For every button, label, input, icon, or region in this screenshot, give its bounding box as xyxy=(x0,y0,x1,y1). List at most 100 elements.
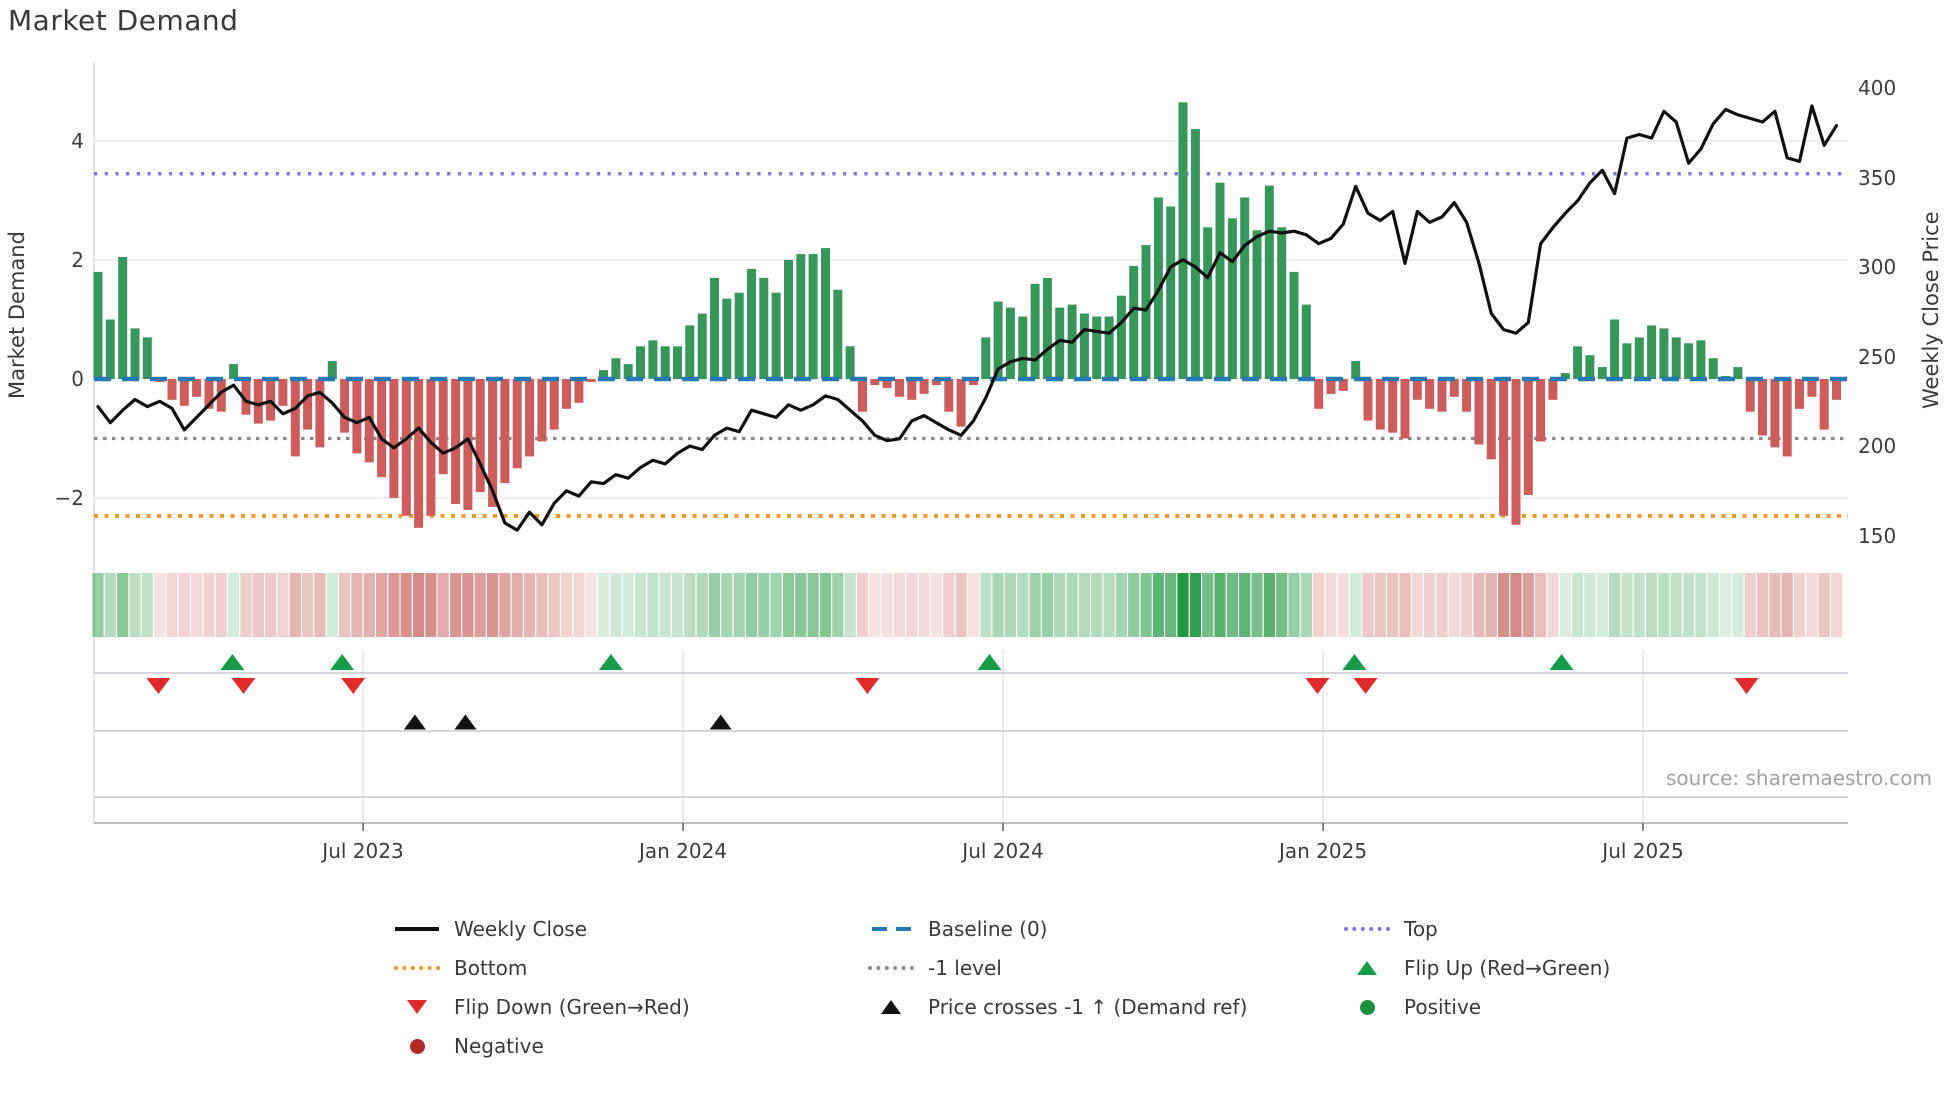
demand-bar xyxy=(1178,102,1188,380)
demand-bar xyxy=(1116,295,1126,379)
heatmap-cell xyxy=(1621,573,1633,637)
heatmap-cell xyxy=(684,573,696,637)
demand-bar xyxy=(1745,379,1755,412)
demand-bar xyxy=(229,364,239,379)
demand-bar xyxy=(1499,379,1509,516)
heatmap-cell xyxy=(1633,573,1645,637)
heatmap-cell xyxy=(930,573,942,637)
heatmap-cell xyxy=(339,573,351,637)
flip-down-marker-icon xyxy=(1734,678,1759,694)
heatmap-cell xyxy=(832,573,844,637)
heatmap-cell xyxy=(1510,573,1522,637)
demand-bar xyxy=(130,328,140,379)
demand-bar xyxy=(1708,358,1718,379)
heatmap-cell xyxy=(844,573,856,637)
heatmap-cell xyxy=(178,573,190,637)
heatmap-cell xyxy=(1596,573,1608,637)
demand-bar xyxy=(105,319,115,379)
demand-bar xyxy=(968,379,978,385)
heatmap-cell xyxy=(203,573,215,637)
heatmap-cell xyxy=(659,573,671,637)
heatmap-cell xyxy=(511,573,523,637)
heatmap-cell xyxy=(610,573,622,637)
heatmap-cell xyxy=(1313,573,1325,637)
demand-bar xyxy=(1622,343,1632,379)
demand-bar xyxy=(278,379,288,406)
demand-bar xyxy=(796,254,806,380)
heatmap-cell xyxy=(1276,573,1288,637)
demand-bar xyxy=(1560,373,1570,380)
heatmap-cell xyxy=(277,573,289,637)
heatmap-cell xyxy=(918,573,930,637)
y-right-tick-label: 250 xyxy=(1858,345,1897,369)
demand-bar xyxy=(488,379,498,507)
flip-down-marker-icon xyxy=(1305,678,1330,694)
heatmap-cell xyxy=(1263,573,1275,637)
heatmap-cell xyxy=(634,573,647,637)
demand-bar xyxy=(1277,227,1287,379)
legend-item-bottom: Bottom xyxy=(392,956,866,980)
demand-bar xyxy=(1412,379,1422,400)
flip-down-marker-icon xyxy=(1353,678,1378,694)
flip-down-marker-icon xyxy=(341,678,366,694)
heatmap-cell xyxy=(1461,573,1473,637)
heatmap-cell xyxy=(215,573,227,637)
heatmap-cell xyxy=(1115,573,1127,637)
heatmap-cell xyxy=(782,573,795,637)
heatmap-cell xyxy=(1054,573,1066,637)
demand-bar xyxy=(1314,379,1324,409)
heatmap-cell xyxy=(1239,573,1251,637)
legend-item-flip-down: Flip Down (Green→Red) xyxy=(392,995,866,1019)
weekly-close-line-swatch-icon xyxy=(392,918,442,940)
y-axis-label-left: Market Demand xyxy=(5,231,29,399)
heatmap-cell xyxy=(129,573,141,637)
flip-down-marker-icon xyxy=(855,678,880,694)
demand-bar xyxy=(623,364,633,379)
heatmap-cell xyxy=(1806,573,1818,637)
heatmap-cell xyxy=(302,573,314,637)
demand-bar xyxy=(1782,379,1792,457)
heatmap-cell xyxy=(1325,573,1337,637)
negative-dot-icon xyxy=(392,1035,442,1057)
demand-bar xyxy=(648,340,658,379)
demand-bar xyxy=(1166,206,1176,379)
y-right-tick-label: 200 xyxy=(1858,434,1897,458)
demand-bar xyxy=(1696,340,1706,379)
price-cross-marker-icon xyxy=(403,714,426,730)
heatmap-cell xyxy=(413,573,425,637)
heatmap-cell xyxy=(1793,573,1806,637)
demand-bar xyxy=(882,379,892,388)
demand-bar xyxy=(1486,379,1496,460)
chart-title: Market Demand xyxy=(8,4,239,37)
demand-bar xyxy=(931,379,941,385)
demand-bar xyxy=(895,379,904,397)
demand-bar xyxy=(525,379,534,457)
demand-bar xyxy=(241,379,251,415)
flip-up-triangle-icon xyxy=(1342,957,1392,979)
demand-bar xyxy=(463,379,473,510)
demand-bar xyxy=(1388,379,1398,433)
y-right-tick-label: 300 xyxy=(1858,255,1897,279)
price-cross-marker-icon xyxy=(454,714,477,730)
heatmap-cell xyxy=(1584,573,1596,637)
heatmap-cell xyxy=(1128,573,1140,637)
demand-bar xyxy=(1264,185,1274,379)
heatmap-cell xyxy=(1781,573,1793,637)
demand-bar xyxy=(1573,346,1583,379)
heatmap-cell xyxy=(671,573,684,637)
demand-bar xyxy=(192,379,202,397)
flip-up-marker-icon xyxy=(598,654,623,670)
demand-bar xyxy=(821,248,830,379)
heatmap-cell xyxy=(1152,573,1164,637)
heatmap-cell xyxy=(536,573,548,637)
demand-bar xyxy=(1437,379,1447,412)
heatmap-cell xyxy=(1387,573,1399,637)
demand-bar xyxy=(611,358,621,379)
heatmap-cell xyxy=(696,573,708,637)
demand-bar xyxy=(759,277,769,379)
demand-bar xyxy=(845,346,855,379)
legend-item-price-cross: Price crosses -1 ↑ (Demand ref) xyxy=(866,995,1342,1019)
demand-bar xyxy=(1215,182,1225,379)
heatmap-cell xyxy=(1337,573,1349,637)
demand-bar xyxy=(512,379,522,469)
